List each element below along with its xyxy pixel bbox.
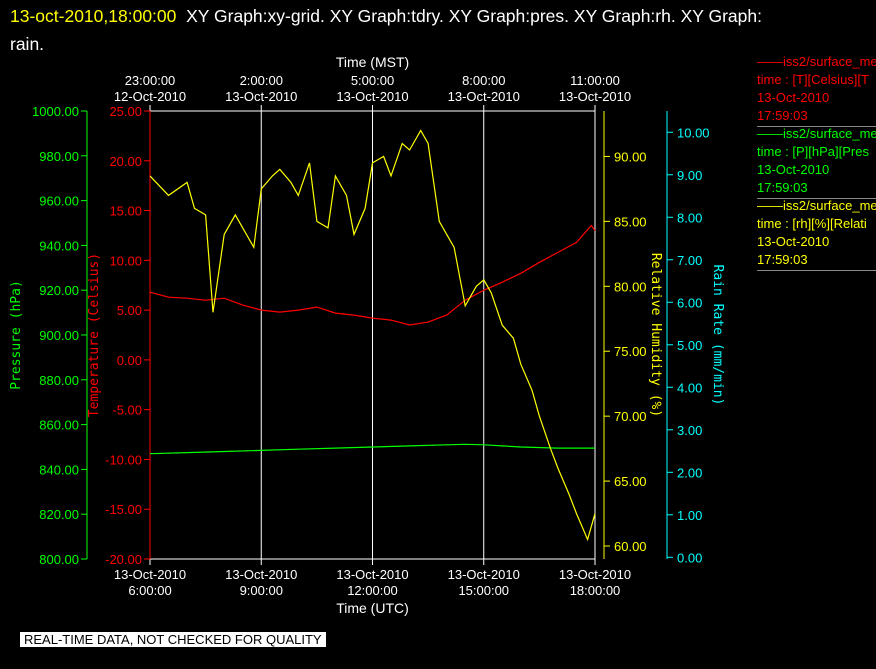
x-bottom-tick-date: 13-Oct-2010 [448, 567, 520, 582]
quality-warning: REAL-TIME DATA, NOT CHECKED FOR QUALITY [20, 632, 326, 647]
legend-separator [757, 126, 876, 127]
temperature-tick-label: -5.00 [112, 403, 142, 418]
rain-tick-label: 3.00 [677, 423, 702, 438]
x-top-tick-date: 12-Oct-2010 [114, 89, 186, 104]
pressure-tick-label: 920.00 [39, 283, 79, 298]
rain-tick-label: 0.00 [677, 550, 702, 565]
legend-line: ——iss2/surface_me [757, 54, 876, 69]
pressure-tick-label: 980.00 [39, 149, 79, 164]
x-bottom-tick-date: 13-Oct-2010 [559, 567, 631, 582]
x-bottom-tick-time: 9:00:00 [240, 583, 283, 598]
rain-tick-label: 10.00 [677, 125, 710, 140]
legend-separator [757, 198, 876, 199]
x-top-tick-date: 13-Oct-2010 [225, 89, 297, 104]
temperature-tick-label: 15.00 [109, 204, 142, 219]
x-bottom-tick-time: 18:00:00 [570, 583, 621, 598]
rain-tick-label: 1.00 [677, 508, 702, 523]
legend-line: 17:59:03 [757, 252, 808, 267]
pressure-tick-label: 960.00 [39, 194, 79, 209]
rain-tick-label: 7.00 [677, 253, 702, 268]
pressure-tick-label: 880.00 [39, 373, 79, 388]
x-bottom-tick-date: 13-Oct-2010 [336, 567, 408, 582]
legend-line: time : [rh][%][Relati [757, 216, 867, 231]
humidity-tick-label: 85.00 [614, 214, 647, 229]
temperature-tick-label: 25.00 [109, 104, 142, 119]
temperature-tick-label: -10.00 [105, 452, 142, 467]
legend-line: ——iss2/surface_me [757, 126, 876, 141]
x-bottom-tick-time: 12:00:00 [347, 583, 398, 598]
legend-line: 13-Oct-2010 [757, 234, 830, 249]
pressure-tick-label: 1000.00 [32, 104, 79, 119]
legend-line: 13-Oct-2010 [757, 90, 830, 105]
humidity-tick-label: 75.00 [614, 344, 647, 359]
rain-axis-label: Rain Rate (mm/min) [710, 265, 725, 406]
pressure-axis-label: Pressure (hPa) [9, 280, 24, 390]
x-top-tick-time: 23:00:00 [125, 73, 176, 88]
rain-tick-label: 6.00 [677, 295, 702, 310]
temperature-tick-label: 0.00 [117, 353, 142, 368]
rain-tick-label: 9.00 [677, 168, 702, 183]
x-bottom-tick-time: 15:00:00 [458, 583, 509, 598]
series-line-temperature [149, 224, 596, 326]
x-top-tick-date: 13-Oct-2010 [559, 89, 631, 104]
series-line-humidity [149, 129, 596, 542]
humidity-tick-label: 80.00 [614, 279, 647, 294]
legend-line: 17:59:03 [757, 180, 808, 195]
legend-line: 13-Oct-2010 [757, 162, 830, 177]
header-graph-list: XY Graph:xy-grid. XY Graph:tdry. XY Grap… [186, 6, 762, 26]
rain-tick-label: 5.00 [677, 338, 702, 353]
rain-tick-label: 2.00 [677, 465, 702, 480]
pressure-tick-label: 820.00 [39, 507, 79, 522]
x-top-tick-date: 13-Oct-2010 [336, 89, 408, 104]
temperature-tick-label: 20.00 [109, 154, 142, 169]
pressure-tick-label: 860.00 [39, 418, 79, 433]
pressure-tick-label: 900.00 [39, 328, 79, 343]
humidity-tick-label: 60.00 [614, 539, 647, 554]
x-top-tick-time: 5:00:00 [351, 73, 394, 88]
x-top-tick-date: 13-Oct-2010 [448, 89, 520, 104]
x-bottom-axis-label: Time (UTC) [336, 600, 409, 616]
legend-line: time : [T][Celsius][T [757, 72, 869, 87]
pressure-tick-label: 840.00 [39, 462, 79, 477]
legend-separator [757, 270, 876, 271]
x-bottom-tick-time: 6:00:00 [128, 583, 171, 598]
x-bottom-tick-date: 13-Oct-2010 [225, 567, 297, 582]
temperature-axis-label: Temperature (Celsius) [87, 253, 102, 417]
x-bottom-tick-date: 13-Oct-2010 [114, 567, 186, 582]
legend-line: time : [P][hPa][Pres [757, 144, 869, 159]
legend-line: ——iss2/surface_me [757, 198, 876, 213]
header-graph-list-cont: rain. [10, 34, 45, 54]
series-line-pressure [149, 443, 595, 455]
x-top-tick-time: 8:00:00 [462, 73, 505, 88]
humidity-tick-label: 65.00 [614, 474, 647, 489]
header-timestamp: 13-oct-2010,18:00:00 [10, 6, 177, 26]
graph-header: 13-oct-2010,18:00:00 XY Graph:xy-grid. X… [10, 2, 860, 58]
temperature-tick-label: 10.00 [109, 253, 142, 268]
x-top-tick-time: 11:00:00 [570, 73, 620, 88]
legend-line: 17:59:03 [757, 108, 808, 123]
pressure-tick-label: 800.00 [39, 552, 79, 567]
humidity-tick-label: 90.00 [614, 149, 647, 164]
temperature-tick-label: 5.00 [117, 303, 142, 318]
x-top-tick-time: 2:00:00 [240, 73, 283, 88]
rain-tick-label: 8.00 [677, 210, 702, 225]
rain-tick-label: 4.00 [677, 380, 702, 395]
pressure-tick-label: 940.00 [39, 238, 79, 253]
temperature-tick-label: -20.00 [105, 552, 142, 567]
temperature-tick-label: -15.00 [105, 502, 142, 517]
x-top-axis-label: Time (MST) [336, 54, 409, 70]
humidity-tick-label: 70.00 [614, 409, 647, 424]
humidity-axis-label: Relative Humidity (%) [648, 253, 663, 417]
